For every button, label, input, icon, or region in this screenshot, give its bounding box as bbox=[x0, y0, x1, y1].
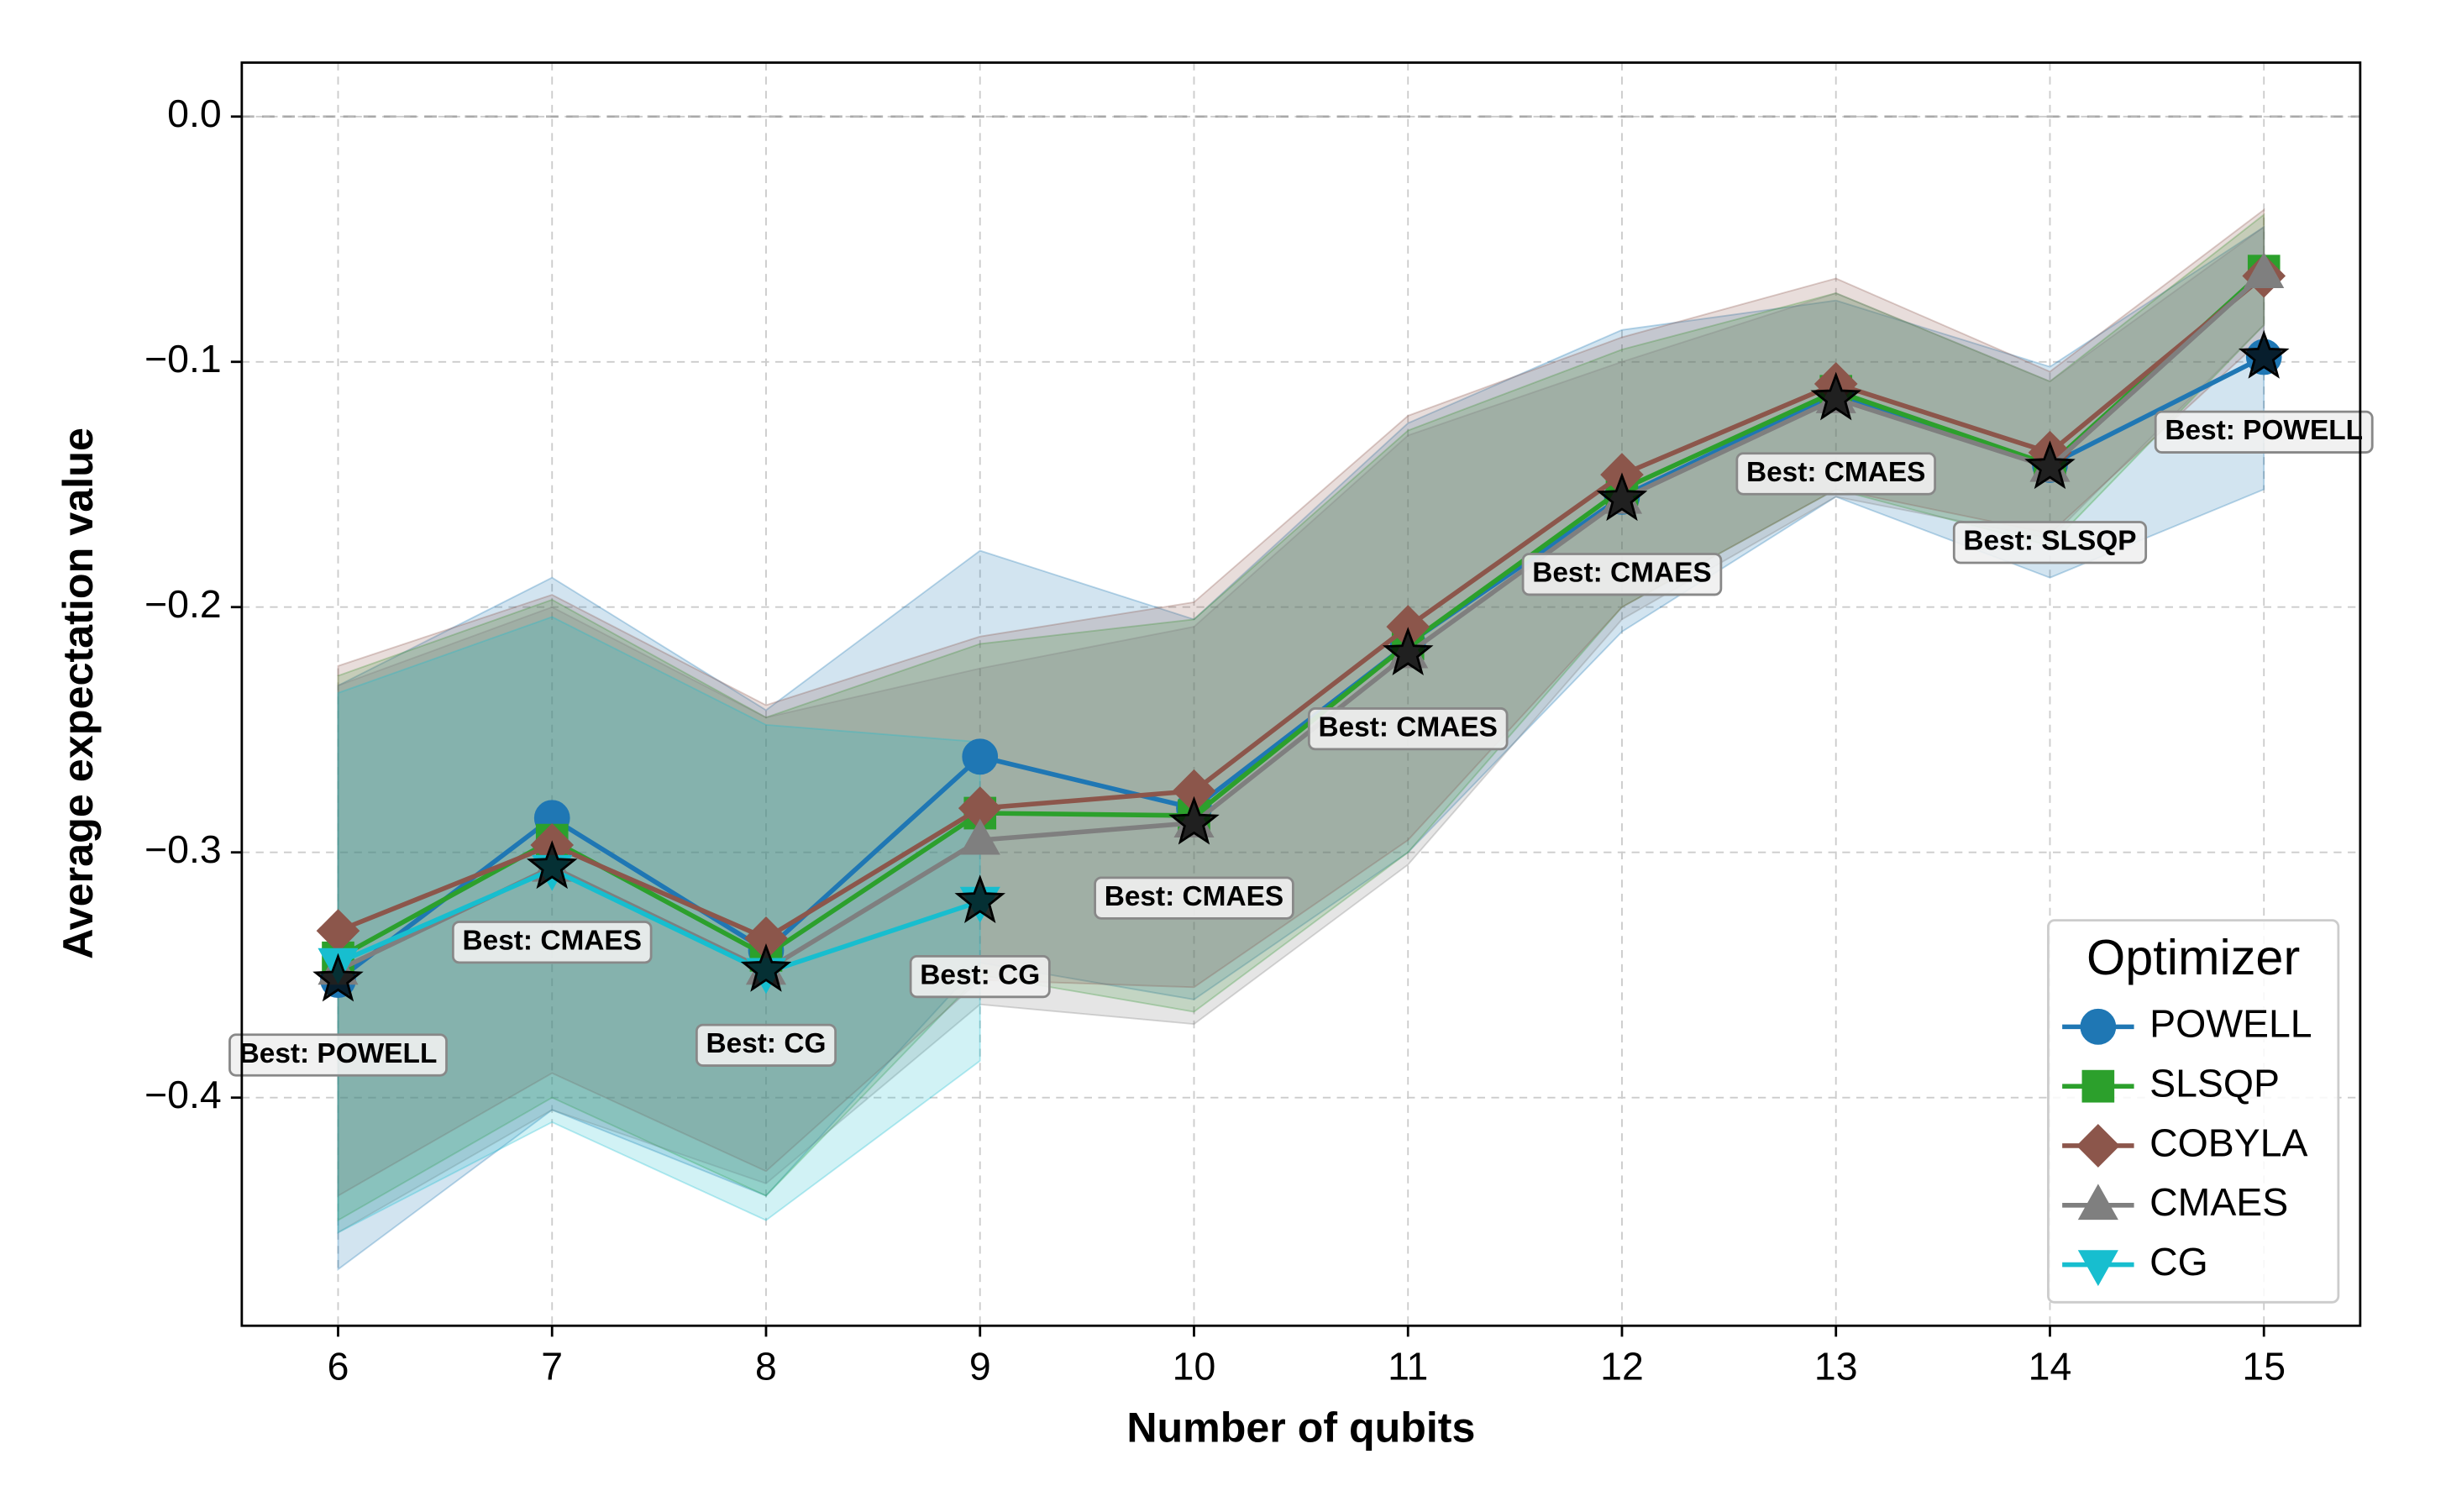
y-tick-label: −0.4 bbox=[144, 1073, 222, 1116]
marker bbox=[2077, 1250, 2118, 1287]
annotation-label: Best: CG bbox=[920, 959, 1040, 990]
best-star bbox=[1168, 795, 1220, 845]
annotation-label: Best: CMAES bbox=[1105, 881, 1284, 912]
marker bbox=[2080, 1008, 2117, 1045]
marker bbox=[2244, 252, 2285, 288]
annotation-label: Best: CMAES bbox=[1532, 558, 1712, 589]
y-tick-label: −0.2 bbox=[144, 582, 222, 626]
series-line bbox=[337, 274, 2265, 942]
y-tick-label: −0.1 bbox=[144, 337, 222, 381]
legend-label: CG bbox=[2149, 1240, 2208, 1284]
axes-layer: 6 7 8 9 10 11 12 13 14 15 −0.4 −0.3 −0.2 −0.1 0.0 bbox=[144, 92, 2286, 1389]
best-star bbox=[312, 953, 364, 1002]
x-tick-label: 7 bbox=[541, 1345, 563, 1389]
x-tick-label: 10 bbox=[1173, 1345, 1216, 1389]
marker bbox=[959, 818, 1000, 855]
best-star bbox=[2238, 329, 2290, 379]
y-tick-label: −0.3 bbox=[144, 827, 222, 871]
x-tick-label: 11 bbox=[1388, 1345, 1428, 1389]
x-axis-label: Number of qubits bbox=[1126, 1404, 1475, 1451]
plot-frame bbox=[240, 61, 2362, 1327]
annotation-box bbox=[2154, 410, 2374, 454]
annotation-box bbox=[1521, 553, 1723, 596]
confidence-band bbox=[337, 616, 981, 1234]
best-star bbox=[740, 942, 792, 992]
marker bbox=[2076, 1124, 2120, 1168]
legend-label: COBYLA bbox=[2149, 1121, 2307, 1164]
legend: Optimizer POWELL SLSQP COBYLA CMAES CG bbox=[2047, 919, 2340, 1304]
annotation-box bbox=[1735, 452, 1937, 496]
best-star bbox=[1810, 371, 1862, 421]
x-tick-label: 9 bbox=[969, 1345, 991, 1389]
grid-layer bbox=[241, 62, 2360, 1326]
annotation-label: Best: POWELL bbox=[2165, 415, 2363, 446]
annotation-box bbox=[228, 1033, 448, 1077]
legend-label: CMAES bbox=[2149, 1180, 2288, 1224]
legend-title: Optimizer bbox=[2086, 929, 2300, 985]
x-tick-label: 12 bbox=[1600, 1345, 1644, 1389]
annotation-label: Best: CMAES bbox=[462, 925, 642, 956]
legend-label: POWELL bbox=[2149, 1002, 2312, 1046]
annotation-label: Best: CMAES bbox=[1746, 457, 1926, 488]
marker bbox=[2081, 1069, 2115, 1103]
annotation-label: Best: CMAES bbox=[1318, 711, 1498, 743]
annotation-layer: Best: POWELL Best: CMAES Best: CG Best: CG B… bbox=[228, 410, 2374, 1077]
best-star bbox=[526, 840, 578, 890]
line-layer bbox=[312, 252, 2290, 1002]
annotation-box bbox=[909, 954, 1051, 999]
best-star bbox=[1382, 627, 1434, 676]
series-line bbox=[337, 867, 981, 975]
y-tick-label: 0.0 bbox=[167, 92, 222, 135]
best-star bbox=[2024, 440, 2076, 490]
x-tick-label: 15 bbox=[2242, 1345, 2286, 1389]
legend-label: SLSQP bbox=[2149, 1061, 2280, 1105]
annotation-label: Best: POWELL bbox=[239, 1038, 438, 1069]
series-line bbox=[337, 269, 2266, 960]
annotation-box bbox=[695, 1023, 837, 1067]
marker bbox=[962, 738, 999, 775]
best-star bbox=[1596, 472, 1648, 522]
best-star bbox=[954, 874, 1006, 923]
x-tick-label: 8 bbox=[755, 1345, 777, 1389]
annotation-box bbox=[451, 921, 653, 964]
annotation-label: Best: CG bbox=[706, 1028, 827, 1059]
annotation-box bbox=[1094, 876, 1294, 920]
x-tick-label: 6 bbox=[328, 1345, 349, 1389]
x-tick-label: 13 bbox=[1814, 1345, 1858, 1389]
x-tick-label: 14 bbox=[2029, 1345, 2072, 1389]
marker bbox=[2077, 1184, 2118, 1221]
annotation-box bbox=[1307, 707, 1509, 751]
annotation-box bbox=[1952, 521, 2148, 564]
y-axis-label: Average expectation value bbox=[55, 428, 102, 959]
annotation-label: Best: SLSQP bbox=[1963, 526, 2136, 557]
